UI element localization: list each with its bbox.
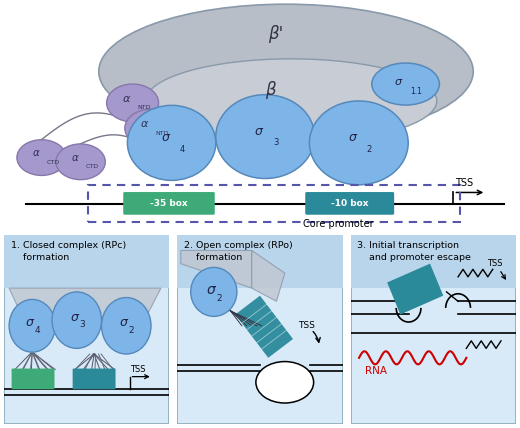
Polygon shape	[252, 250, 285, 301]
Text: σ: σ	[348, 131, 357, 144]
Text: 2: 2	[128, 326, 134, 335]
Text: CTD: CTD	[85, 164, 99, 169]
Polygon shape	[181, 250, 252, 288]
Text: σ: σ	[206, 283, 215, 297]
Text: 4: 4	[34, 326, 40, 335]
Text: CTD: CTD	[46, 160, 60, 165]
Text: 1.1: 1.1	[410, 87, 422, 96]
Text: α: α	[33, 149, 40, 158]
Text: 3: 3	[79, 320, 85, 330]
Text: 2. Open complex (RPo)
    formation: 2. Open complex (RPo) formation	[184, 241, 293, 262]
Text: NTD: NTD	[155, 131, 169, 136]
Polygon shape	[387, 264, 443, 315]
Text: β': β'	[268, 25, 283, 43]
Ellipse shape	[127, 105, 216, 180]
Text: σ: σ	[70, 311, 78, 324]
Bar	[177, 235, 343, 288]
Text: β: β	[265, 81, 276, 99]
Text: 1. Closed complex (RPc)
    formation: 1. Closed complex (RPc) formation	[11, 241, 126, 262]
Ellipse shape	[17, 140, 67, 175]
Text: σ: σ	[161, 131, 170, 144]
FancyBboxPatch shape	[305, 192, 394, 215]
FancyBboxPatch shape	[11, 369, 55, 389]
Bar	[4, 235, 169, 288]
Text: 2: 2	[367, 145, 372, 154]
Bar	[351, 235, 516, 288]
Text: TSS: TSS	[487, 259, 502, 268]
Text: σ: σ	[26, 316, 34, 330]
Ellipse shape	[125, 109, 177, 147]
Ellipse shape	[56, 144, 106, 180]
FancyBboxPatch shape	[73, 369, 115, 389]
Ellipse shape	[52, 292, 101, 348]
Text: α: α	[123, 94, 130, 104]
Ellipse shape	[107, 84, 159, 122]
Text: RNA: RNA	[365, 366, 386, 376]
Text: α: α	[141, 119, 148, 129]
Ellipse shape	[99, 4, 473, 139]
Ellipse shape	[191, 268, 237, 316]
Text: NTD: NTD	[137, 105, 151, 110]
Text: TSS: TSS	[455, 178, 473, 188]
Text: -35 box: -35 box	[150, 199, 188, 208]
Ellipse shape	[372, 63, 439, 105]
Ellipse shape	[9, 300, 55, 352]
Polygon shape	[9, 288, 161, 320]
Text: Core promoter: Core promoter	[303, 219, 373, 229]
Text: α: α	[72, 152, 79, 163]
Ellipse shape	[216, 95, 315, 178]
FancyBboxPatch shape	[123, 192, 215, 215]
Ellipse shape	[256, 362, 314, 403]
Text: σ: σ	[120, 316, 128, 330]
Text: 2: 2	[217, 294, 223, 303]
Text: σ: σ	[255, 125, 263, 138]
Text: TSS: TSS	[131, 365, 146, 374]
Ellipse shape	[309, 101, 408, 185]
Polygon shape	[235, 296, 293, 358]
Text: TSS: TSS	[298, 321, 315, 330]
Ellipse shape	[101, 297, 151, 354]
Ellipse shape	[146, 59, 437, 143]
Text: 3: 3	[273, 138, 278, 147]
Bar	[88, 185, 460, 222]
Text: σ: σ	[394, 77, 401, 87]
Text: 3. Initial transcription
    and promoter escape: 3. Initial transcription and promoter es…	[357, 241, 471, 262]
Text: 4: 4	[179, 145, 185, 154]
Text: -10 box: -10 box	[331, 199, 369, 208]
